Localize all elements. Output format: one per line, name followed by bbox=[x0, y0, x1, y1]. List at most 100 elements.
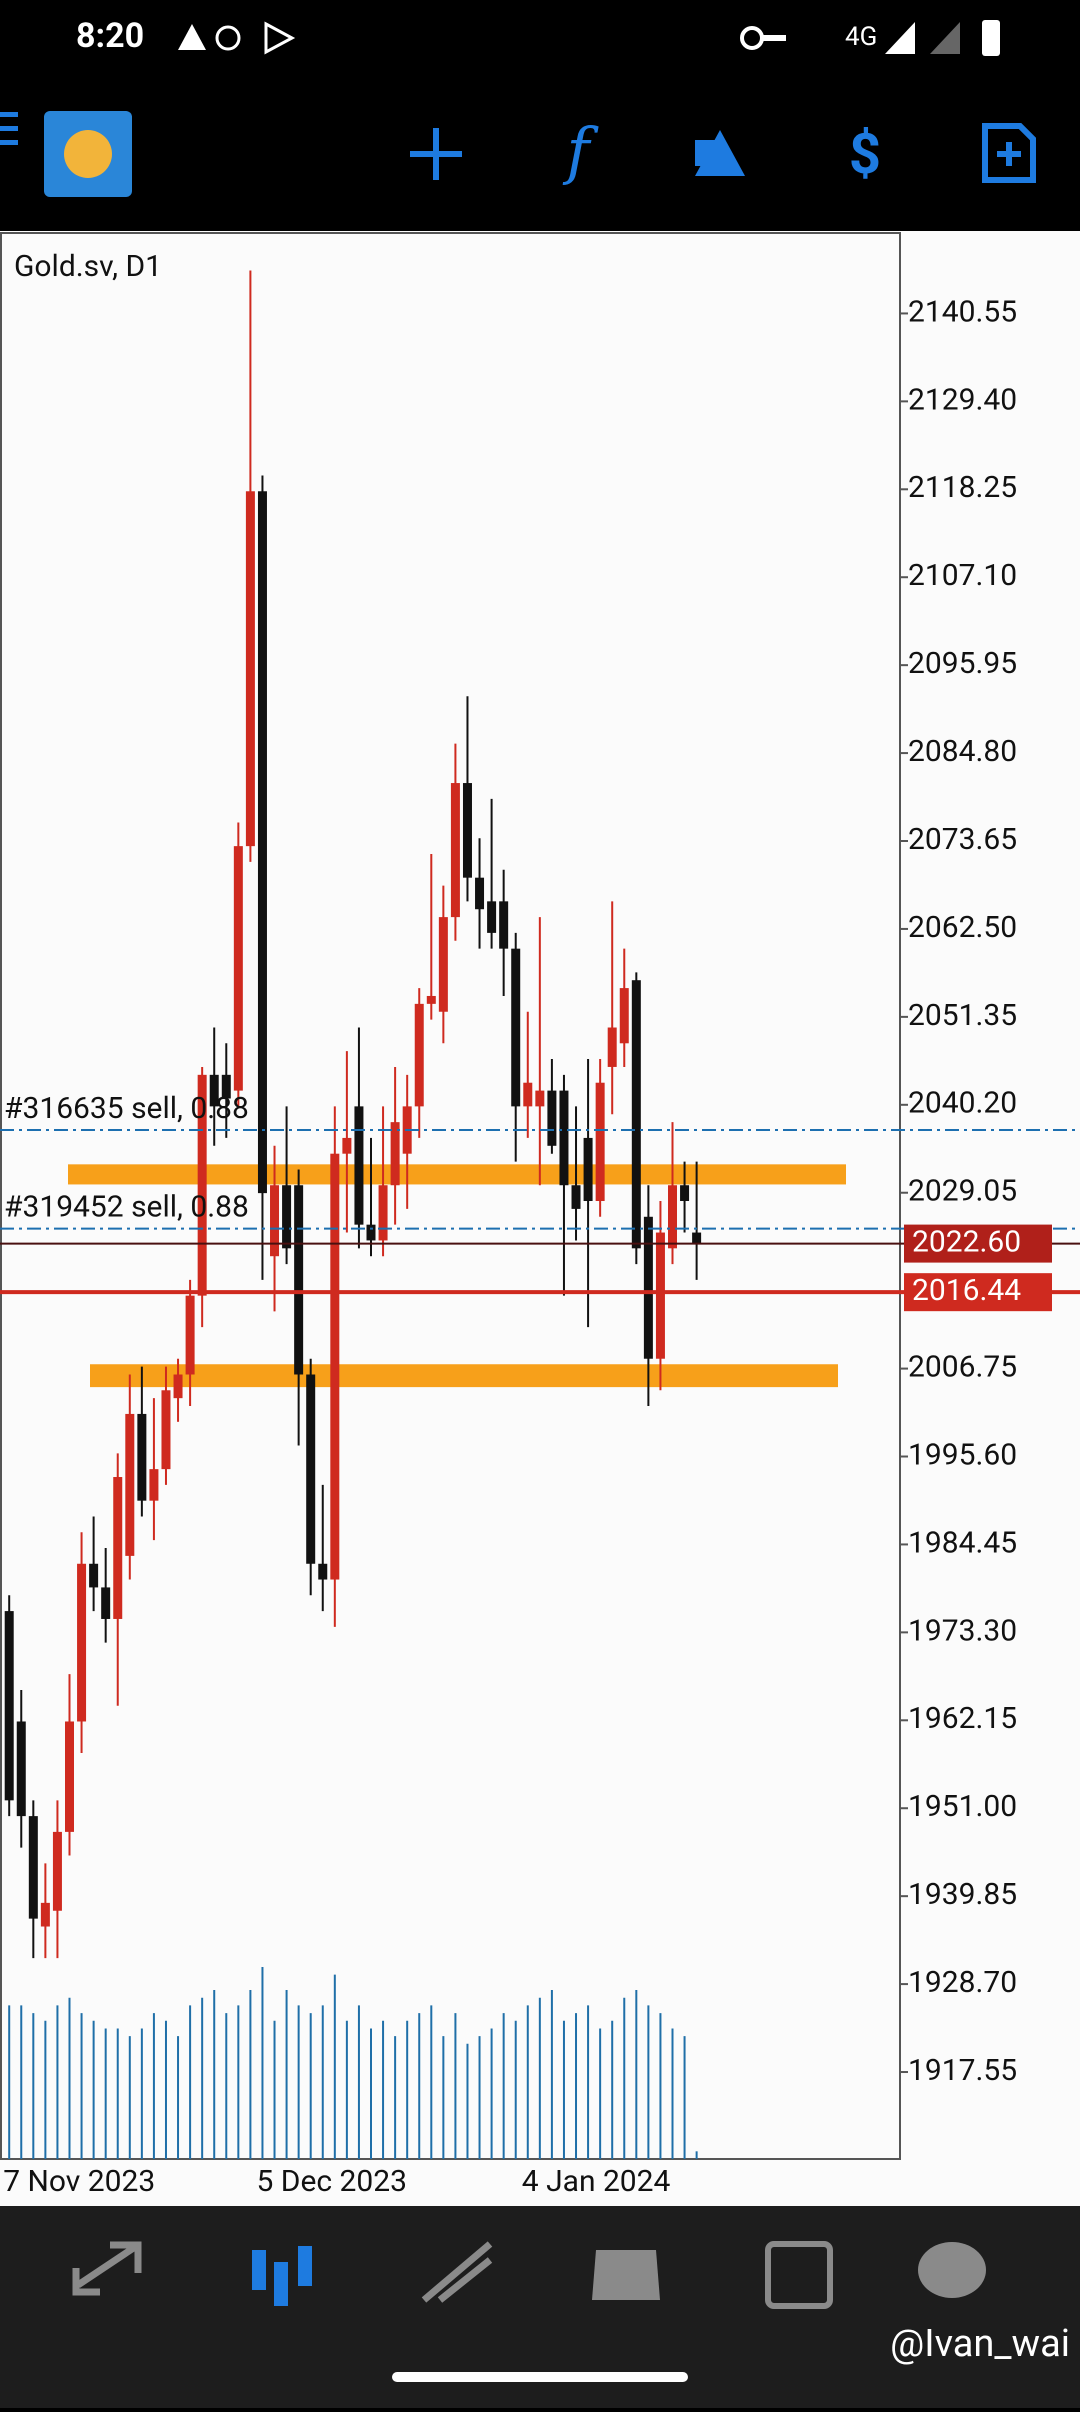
plot: 2140.55 2129.40 2118.25 2107.10 2095.95 2084.… bbox=[0, 270, 1080, 2199]
y-tick-label: 2073.65 bbox=[908, 822, 1017, 857]
plot-frame bbox=[0, 232, 901, 2160]
trade-button[interactable]: $ bbox=[849, 121, 881, 187]
y-tick-label: 1951.00 bbox=[908, 1789, 1017, 1824]
candle-body bbox=[28, 1816, 38, 1919]
menu-icon[interactable] bbox=[0, 140, 18, 145]
y-tick-label: 2140.55 bbox=[908, 294, 1017, 329]
candle-body bbox=[4, 1611, 14, 1801]
app-icon bbox=[215, 25, 241, 51]
battery-icon bbox=[982, 20, 1000, 56]
candle-body bbox=[595, 1082, 605, 1202]
trade-tab[interactable] bbox=[421, 2241, 493, 2303]
candle-body bbox=[282, 1185, 292, 1249]
history-tab[interactable] bbox=[592, 2250, 660, 2300]
y-tick-label: 1995.60 bbox=[908, 1437, 1017, 1472]
y-tick-label: 2084.80 bbox=[908, 734, 1017, 769]
candle-body bbox=[499, 901, 509, 949]
new-order-button[interactable] bbox=[997, 142, 1021, 166]
chart-title: Gold.sv, D1 bbox=[14, 249, 162, 284]
order-label: #316635 sell, 0.88 bbox=[4, 1091, 249, 1126]
candle-body bbox=[197, 1074, 207, 1296]
messages-tab[interactable] bbox=[918, 2242, 986, 2298]
candle-body bbox=[680, 1185, 690, 1202]
candle-body bbox=[233, 846, 243, 1091]
candle-body bbox=[450, 783, 460, 918]
candle-body bbox=[414, 1003, 424, 1107]
quotes-tab[interactable] bbox=[72, 2241, 142, 2296]
y-tick-label: 2062.50 bbox=[908, 910, 1017, 945]
candle-body bbox=[294, 1185, 304, 1375]
key-icon bbox=[760, 35, 786, 41]
candle-body bbox=[438, 917, 448, 1012]
y-tick-label: 2040.20 bbox=[908, 1086, 1017, 1121]
candle-body bbox=[583, 1137, 593, 1202]
candle-body bbox=[535, 1090, 545, 1107]
candle-body bbox=[52, 1831, 62, 1911]
candle-body bbox=[16, 1721, 26, 1817]
candle-body bbox=[306, 1374, 316, 1564]
candle-body bbox=[426, 995, 436, 1004]
y-tick-label: 2095.95 bbox=[908, 646, 1017, 681]
zone bbox=[90, 1364, 838, 1388]
candle-body bbox=[619, 988, 629, 1044]
app-logo bbox=[64, 130, 112, 178]
candle-body bbox=[354, 1106, 364, 1225]
candle-body bbox=[113, 1477, 123, 1619]
x-tick-label: 4 Jan 2024 bbox=[522, 2164, 671, 2199]
news-tab[interactable] bbox=[765, 2241, 833, 2309]
menu-icon[interactable] bbox=[0, 126, 18, 131]
candle-body bbox=[257, 491, 267, 1194]
signal-icon bbox=[930, 22, 960, 54]
home-indicator bbox=[392, 2372, 688, 2382]
candle-body bbox=[149, 1469, 159, 1501]
watermark: @Ivan_wai bbox=[890, 2322, 1070, 2366]
candle-body bbox=[40, 1902, 50, 1927]
candle-body bbox=[378, 1185, 388, 1241]
candle-body bbox=[173, 1374, 183, 1399]
candle-body bbox=[511, 948, 521, 1107]
network-type: 4G bbox=[845, 22, 877, 52]
candle-body bbox=[643, 1216, 653, 1359]
status-time: 8:20 bbox=[76, 16, 144, 56]
y-tick-label: 1962.15 bbox=[908, 1701, 1017, 1736]
y-tick-label: 2029.05 bbox=[908, 1174, 1017, 1209]
price-label-box bbox=[904, 1273, 1052, 1312]
menu-icon[interactable] bbox=[0, 112, 18, 117]
price-label-box bbox=[904, 1224, 1052, 1263]
candle-body bbox=[330, 1153, 340, 1580]
crosshair-button[interactable] bbox=[410, 128, 462, 180]
candle-body bbox=[523, 1082, 533, 1107]
candle-body bbox=[101, 1587, 111, 1619]
chart-tab[interactable] bbox=[252, 2246, 312, 2306]
candle-body bbox=[607, 1027, 617, 1067]
y-tick-label: 1984.45 bbox=[908, 1525, 1017, 1560]
candle-body bbox=[221, 1074, 231, 1099]
y-tick-label: 2006.75 bbox=[908, 1350, 1017, 1385]
price-label: 2016.44 bbox=[912, 1273, 1021, 1308]
candle-body bbox=[655, 1232, 665, 1359]
y-tick-label: 2107.10 bbox=[908, 558, 1017, 593]
alert-icon bbox=[178, 24, 206, 50]
candle-body bbox=[77, 1563, 87, 1722]
y-tick-label: 1939.85 bbox=[908, 1877, 1017, 1912]
candle-body bbox=[318, 1563, 328, 1580]
candle-body bbox=[125, 1413, 135, 1556]
candle-body bbox=[631, 980, 641, 1249]
candle-body bbox=[137, 1413, 147, 1501]
x-tick-label: 7 Nov 2023 bbox=[3, 2164, 155, 2199]
objects-button[interactable] bbox=[695, 140, 721, 166]
candle-body bbox=[89, 1563, 99, 1588]
y-tick-label: 1973.30 bbox=[908, 1613, 1017, 1648]
candle-body bbox=[571, 1185, 581, 1209]
candle-body bbox=[475, 877, 485, 910]
candle-body bbox=[462, 783, 472, 878]
new-order-button[interactable] bbox=[982, 123, 1036, 183]
candle-body bbox=[692, 1232, 702, 1244]
candle-body bbox=[65, 1721, 74, 1832]
candle-body bbox=[366, 1224, 376, 1241]
play-icon bbox=[264, 21, 296, 55]
y-tick-label: 2118.25 bbox=[908, 470, 1017, 505]
candle-body bbox=[161, 1390, 171, 1470]
